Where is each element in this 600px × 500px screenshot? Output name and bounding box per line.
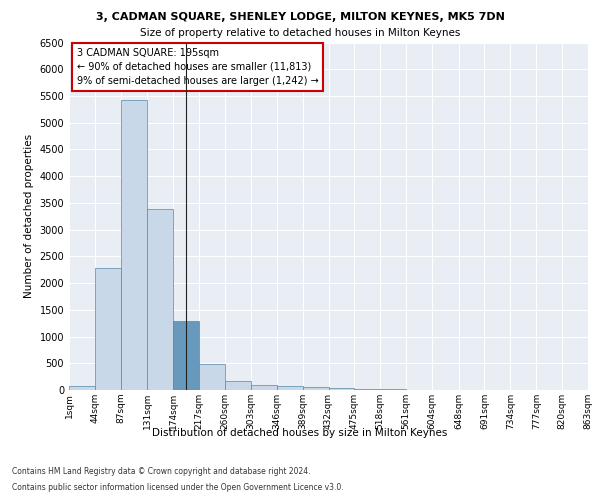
Bar xyxy=(277,386,302,390)
Text: Contains HM Land Registry data © Crown copyright and database right 2024.: Contains HM Land Registry data © Crown c… xyxy=(12,468,311,476)
Bar xyxy=(147,210,173,390)
Bar xyxy=(302,388,329,390)
Text: Contains public sector information licensed under the Open Government Licence v3: Contains public sector information licen… xyxy=(12,482,344,492)
Bar xyxy=(251,385,277,390)
Bar xyxy=(95,268,121,390)
Bar xyxy=(173,321,199,390)
Bar xyxy=(121,100,147,390)
Y-axis label: Number of detached properties: Number of detached properties xyxy=(24,134,34,298)
Bar xyxy=(225,380,251,390)
Text: 3, CADMAN SQUARE, SHENLEY LODGE, MILTON KEYNES, MK5 7DN: 3, CADMAN SQUARE, SHENLEY LODGE, MILTON … xyxy=(95,12,505,22)
Bar xyxy=(329,388,355,390)
Bar xyxy=(199,364,225,390)
Text: 3 CADMAN SQUARE: 195sqm
← 90% of detached houses are smaller (11,813)
9% of semi: 3 CADMAN SQUARE: 195sqm ← 90% of detache… xyxy=(77,48,319,86)
Bar xyxy=(355,389,380,390)
Text: Distribution of detached houses by size in Milton Keynes: Distribution of detached houses by size … xyxy=(152,428,448,438)
Bar xyxy=(69,386,95,390)
Text: Size of property relative to detached houses in Milton Keynes: Size of property relative to detached ho… xyxy=(140,28,460,38)
